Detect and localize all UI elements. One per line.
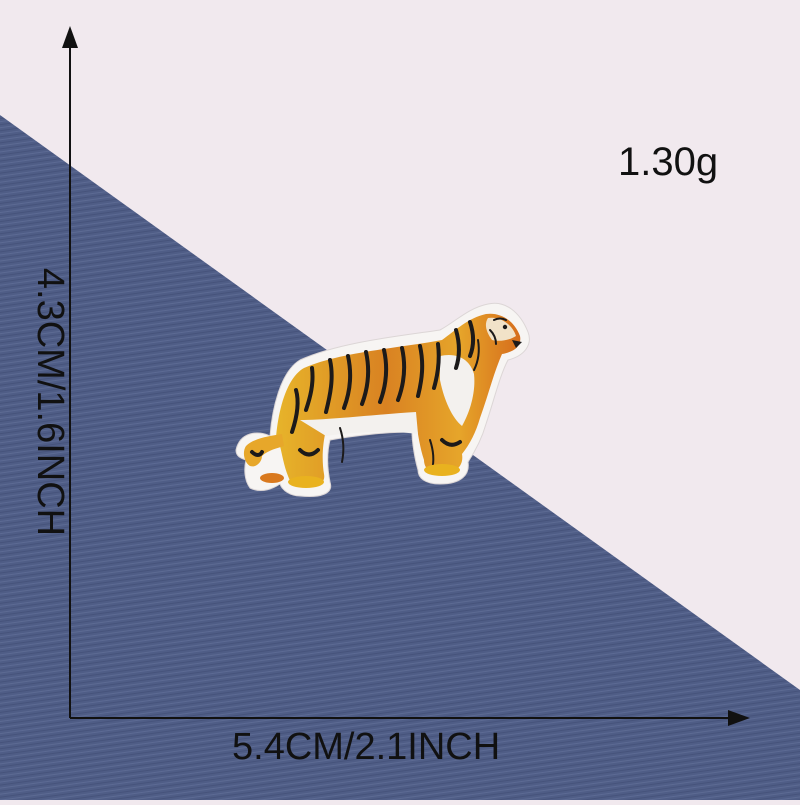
arrow-right-icon bbox=[728, 710, 750, 726]
arrow-up-icon bbox=[62, 26, 78, 48]
dimension-axes bbox=[69, 48, 732, 719]
weight-label: 1.30g bbox=[618, 140, 719, 184]
tiger-patch-illustration bbox=[235, 302, 530, 497]
height-dimension-label: 4.3CM/1.6INCH bbox=[29, 267, 71, 537]
denim-fabric bbox=[0, 115, 800, 800]
width-dimension-label: 5.4CM/2.1INCH bbox=[232, 726, 501, 768]
